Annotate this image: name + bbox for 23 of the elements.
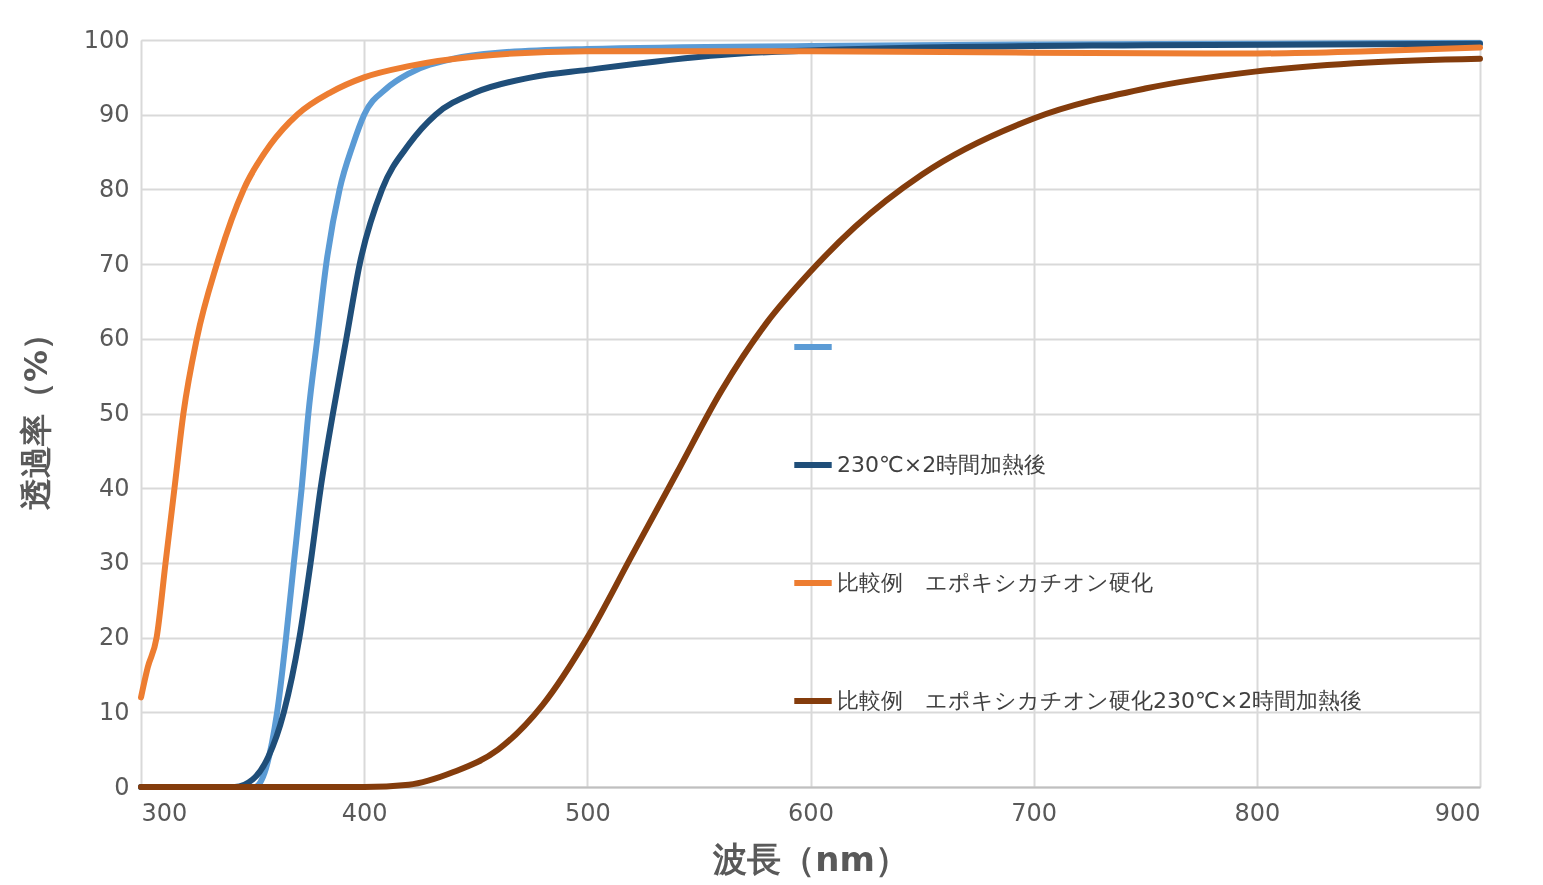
x-tick-label: 500 bbox=[564, 798, 611, 827]
x-axis-title: 波長（nm） bbox=[712, 838, 909, 879]
x-tick-label: 700 bbox=[1011, 798, 1058, 827]
y-tick-label: 60 bbox=[98, 324, 130, 353]
x-tick-label: 400 bbox=[341, 798, 388, 827]
x-tick-label: 900 bbox=[1434, 798, 1481, 827]
y-tick-label: 0 bbox=[114, 772, 130, 801]
x-tick-label: 300 bbox=[141, 798, 188, 827]
x-tick-label: 800 bbox=[1234, 798, 1281, 827]
y-tick-label: 70 bbox=[98, 249, 130, 278]
y-tick-label: 20 bbox=[98, 623, 130, 652]
y-tick-label: 30 bbox=[98, 548, 130, 577]
legend-label: 比較例 エポキシカチオン硬化 bbox=[837, 570, 1153, 595]
y-tick-label: 10 bbox=[98, 697, 130, 726]
y-tick-label: 100 bbox=[83, 25, 130, 54]
x-tick-label: 600 bbox=[788, 798, 834, 827]
y-tick-label: 80 bbox=[98, 174, 130, 203]
legend-label: 比較例 エポキシカチオン硬化230℃×2時間加熱後 bbox=[837, 688, 1363, 713]
y-tick-label: 50 bbox=[98, 399, 130, 427]
y-axis-title: 透過率（%） bbox=[16, 317, 55, 511]
y-tick-label: 90 bbox=[98, 100, 130, 129]
y-tick-label: 40 bbox=[98, 473, 130, 502]
legend-label: 230℃×2時間加熱後 bbox=[837, 452, 1047, 477]
